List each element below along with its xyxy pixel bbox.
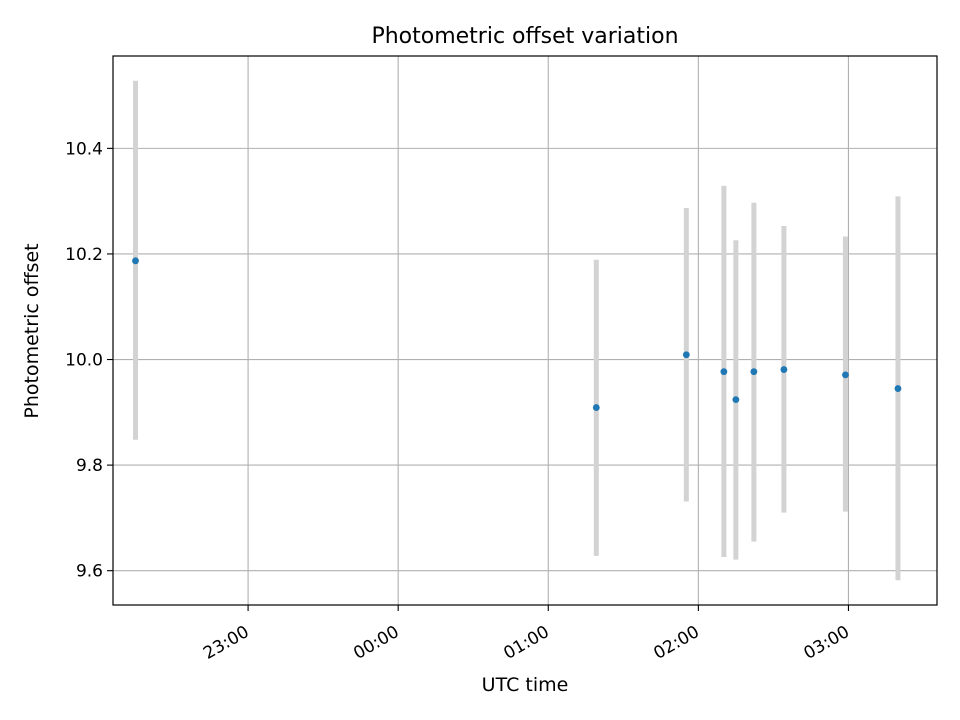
y-tick-label: 10.4 xyxy=(65,139,103,159)
chart-title: Photometric offset variation xyxy=(371,24,678,49)
plot-frame xyxy=(112,55,938,606)
y-tick-label: 10.2 xyxy=(65,245,103,265)
data-point xyxy=(682,351,690,359)
plot-area xyxy=(113,56,937,605)
y-tick-label: 10.0 xyxy=(65,351,103,371)
data-point xyxy=(720,368,728,376)
data-points xyxy=(132,257,902,411)
data-point xyxy=(750,368,758,376)
grid xyxy=(113,56,937,605)
data-point xyxy=(132,257,139,265)
y-axis-label: Photometric offset xyxy=(21,243,43,418)
x-axis-label: UTC time xyxy=(482,674,569,696)
y-tick-label: 9.8 xyxy=(76,456,103,476)
data-point xyxy=(842,371,849,379)
data-point xyxy=(732,396,740,404)
data-point xyxy=(894,385,902,392)
y-axis-ticks: 9.6 9.8 10.0 10.2 10.4 xyxy=(65,139,113,582)
data-point xyxy=(592,404,600,411)
y-tick-label: 9.6 xyxy=(76,562,103,582)
data-point xyxy=(780,366,788,373)
